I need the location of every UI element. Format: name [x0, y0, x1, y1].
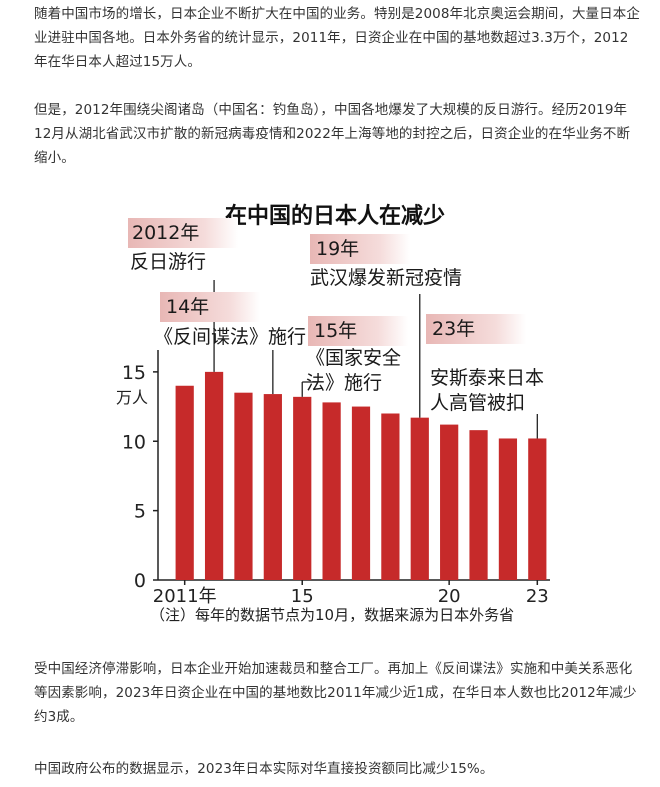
annotation-tag-2012 — [128, 218, 238, 248]
bar-2013 — [234, 392, 253, 580]
annotation-year-2015: 15年 — [314, 320, 358, 342]
chart: 0 5 10 15 2011年 15 20 23 在中国的日本人在减少 2012年 反日游行 … — [110, 188, 560, 638]
article-paragraph-3: 受中国经济停滞影响，日本企业开始加速裁员和整合工厂。再加上《反间谍法》实施和中美… — [34, 661, 637, 725]
bar-2016 — [322, 402, 341, 580]
annotation-text-2012: 反日游行 — [130, 251, 207, 273]
chart-note: （注）每年的数据节点为10月，数据来源为日本外务省 — [150, 606, 515, 624]
bar-2019 — [410, 417, 429, 580]
bar-2022 — [498, 438, 518, 580]
y-tick-label: 10 — [122, 431, 146, 453]
annotation-text-2023-line2: 人高管被扣 — [430, 392, 526, 414]
article-paragraph-1: 随着中国市场的增长，日本企业不断扩大在中国的业务。特别是2008年北京奥运会期间… — [34, 6, 640, 70]
bar-2014 — [263, 394, 282, 580]
annotation-text-2019: 武汉爆发新冠疫情 — [310, 267, 463, 289]
annotation-year-2014: 14年 — [166, 296, 210, 318]
annotation-year-2012: 2012年 — [132, 222, 200, 244]
annotation-text-2015-line2: 法》施行 — [306, 372, 383, 394]
y-unit-label: 万人 — [116, 388, 149, 407]
annotation-year-2023: 23年 — [432, 318, 476, 340]
article-paragraph-4: 中国政府公布的数据显示，2023年日本实际对华直接投资额同比减少15%。 — [34, 761, 494, 777]
article-paragraph-2: 但是，2012年围绕尖阁诸岛（中国名：钓鱼岛），中国各地爆发了大规模的反日游行。… — [34, 102, 631, 166]
x-tick-label: 20 — [438, 586, 461, 607]
x-tick-label: 23 — [526, 586, 549, 607]
annotation-text-2023-line1: 安斯泰来日本 — [430, 367, 545, 389]
bar-2012 — [204, 371, 224, 580]
bar-2017 — [351, 406, 371, 580]
bar-2020 — [440, 424, 459, 580]
annotation-tag-2014 — [160, 292, 260, 322]
chart-title: 在中国的日本人在减少 — [224, 204, 445, 229]
bar-2018 — [381, 413, 400, 580]
bar-2015 — [293, 396, 312, 580]
x-tick-label: 2011年 — [153, 586, 217, 607]
y-tick-label: 5 — [134, 501, 146, 523]
annotation-year-2019: 19年 — [316, 238, 360, 260]
bar-2011 — [175, 385, 194, 580]
y-tick-label: 15 — [122, 362, 146, 384]
bar-2021 — [469, 430, 488, 580]
x-tick-label: 15 — [291, 586, 314, 607]
annotation-tag-2015 — [308, 316, 408, 346]
bar-2023 — [528, 438, 547, 580]
annotation-text-2015-line1: 《国家安全 — [306, 347, 402, 369]
annotation-tag-2019 — [310, 234, 410, 264]
bar-chart-svg: 0 5 10 15 2011年 15 20 23 — [122, 280, 550, 607]
y-tick-label: 0 — [134, 570, 146, 592]
annotation-text-2014: 《反间谍法》施行 — [154, 326, 307, 348]
annotation-tag-2023 — [426, 314, 526, 344]
